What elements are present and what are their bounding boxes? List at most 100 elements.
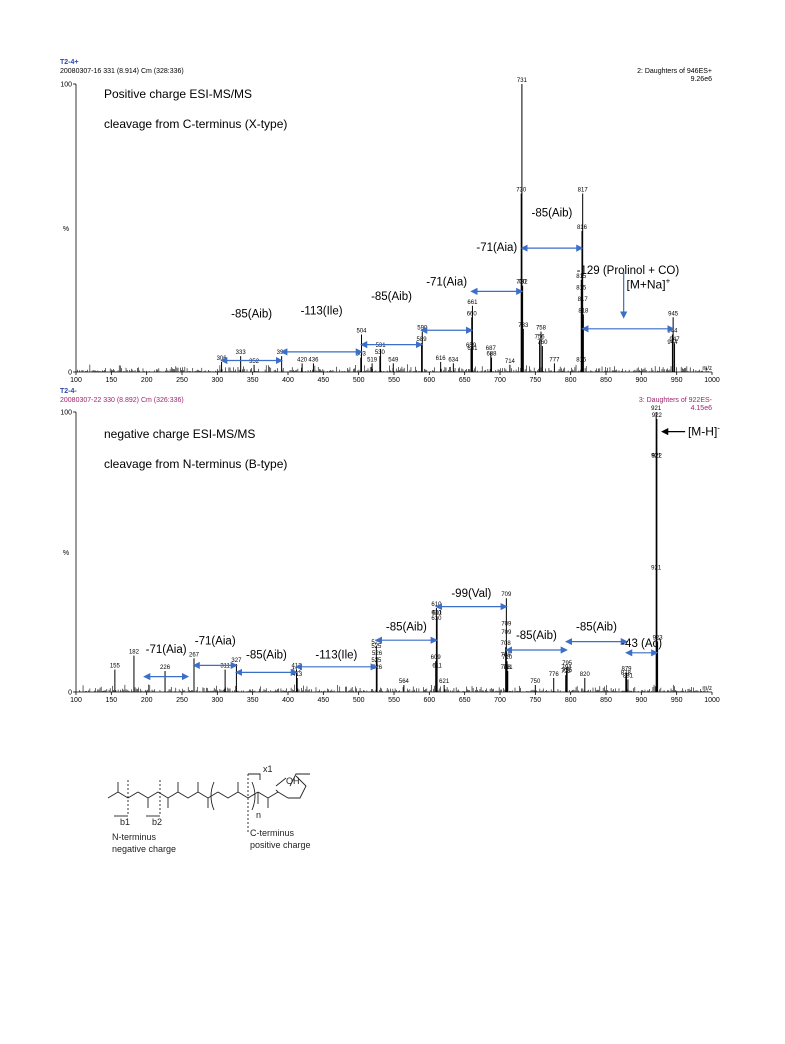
fragment-label: -85(Aib) (386, 621, 427, 633)
fragment-label: -85(Aib) (531, 207, 572, 219)
scan-info: 20080307-16 331 (8.914) Cm (328:336) (60, 68, 184, 75)
peak-label: 760 (537, 340, 548, 346)
y-axis-label: % (63, 226, 69, 233)
fragment-label: -85(Aib) (516, 630, 557, 642)
peak-label: 879 (621, 666, 632, 672)
peak-label: 795 (562, 661, 573, 667)
peak-label: 155 (110, 664, 121, 670)
peak-label: 687 (486, 346, 497, 352)
scan-info: 20080307-22 330 (8.892) Cm (326:336) (60, 397, 184, 404)
x-tick-label: 750 (529, 377, 541, 384)
fragment-label: -129 (Prolinol + CO) (577, 265, 680, 277)
negative-mode-spectrum: T2-4- 20080307-22 330 (8.892) Cm (326:336… (60, 388, 720, 704)
y-tick-label: 100 (60, 410, 72, 417)
precursor-label: [M-H]- (688, 424, 720, 439)
peak-label: 923 (653, 636, 664, 642)
x-tick-label: 150 (105, 377, 117, 384)
x-tick-label: 500 (353, 377, 365, 384)
peak-label: 795 (562, 668, 573, 674)
x-tick-label: 950 (671, 377, 683, 384)
x-tick-label: 300 (211, 697, 223, 704)
peak-label: 549 (388, 357, 399, 363)
peak-label: 333 (236, 350, 247, 356)
peak-label: 945 (668, 311, 679, 317)
y-tick-label: 0 (68, 370, 72, 377)
x-tick-label: 250 (176, 697, 188, 704)
fragment-label: -85(Aib) (576, 621, 617, 633)
peak-label: 750 (530, 679, 541, 685)
peak-label: 733 (518, 323, 529, 329)
x-tick-label: 850 (600, 697, 612, 704)
peak-label: 711 (503, 665, 513, 671)
function-info: 3: Daughters of 922ES- (639, 397, 713, 404)
x-tick-label: 750 (529, 697, 541, 704)
peak-label: 922 (652, 454, 663, 460)
fragment-label: -71(Aia) (146, 644, 187, 656)
x-tick-label: 950 (671, 697, 683, 704)
x-tick-label: 850 (600, 377, 612, 384)
y-axis-label: % (63, 550, 69, 557)
peak-label: 420 (297, 357, 308, 363)
x-tick-label: 1000 (704, 697, 720, 704)
peak-label: 611 (432, 664, 442, 670)
peak-label: 756 (535, 334, 546, 340)
x-tick-label: 200 (141, 697, 153, 704)
peak-label: 817 (578, 187, 589, 193)
x-tick-label: 1000 (704, 377, 720, 384)
peak-label: 504 (356, 329, 367, 335)
x-axis-label: m/z (702, 366, 712, 372)
peak-label: 616 (436, 356, 447, 362)
x-tick-label: 150 (105, 697, 117, 704)
peptide-structure-diagram: x1 OH b1 b2 N-terminus negative charge C… (100, 764, 340, 864)
peak-label: 688 (487, 352, 498, 358)
fragment-label: -85(Aib) (371, 291, 412, 303)
fragment-label: -71(Aia) (426, 277, 467, 289)
peak-label: 818 (578, 308, 589, 314)
fragment-label: -99(Val) (451, 588, 491, 600)
x-tick-label: 400 (282, 697, 294, 704)
x-tick-label: 800 (565, 377, 577, 384)
x-tick-label: 450 (317, 377, 329, 384)
peak-label: 564 (399, 679, 410, 685)
x-tick-label: 500 (353, 697, 365, 704)
x-tick-label: 200 (141, 377, 153, 384)
peak-label: 519 (367, 357, 378, 363)
peak-label: 709 (501, 630, 512, 636)
precursor-label: [M+Na]+ (627, 276, 671, 291)
fragment-label: -85(Aib) (231, 308, 272, 320)
peak-label: 881 (623, 673, 634, 679)
x-tick-label: 650 (459, 697, 471, 704)
peak-label: 661 (467, 300, 478, 306)
b2-label: b2 (152, 817, 163, 827)
peak-label: 621 (439, 679, 450, 685)
oh-label: OH (286, 776, 300, 786)
x-tick-label: 100 (70, 377, 82, 384)
peak-label: 709 (501, 592, 512, 598)
x-tick-label: 400 (282, 377, 294, 384)
fragment-label: -113(Ile) (301, 305, 343, 317)
x-tick-label: 550 (388, 697, 400, 704)
peak-label: 436 (308, 357, 319, 363)
fragment-label: -71(Aia) (195, 635, 236, 647)
x-tick-label: 450 (317, 697, 329, 704)
fragment-label: -71(Aia) (476, 242, 517, 254)
peak-label: 526 (372, 651, 383, 657)
structure-drawing (107, 773, 310, 834)
x-tick-label: 550 (388, 377, 400, 384)
fragment-label: -113(Ile) (315, 649, 357, 661)
intensity-scale: 4.15e6 (691, 405, 713, 412)
peak-label: 352 (249, 359, 260, 365)
x-tick-label: 650 (459, 377, 471, 384)
panel-id: T2-4+ (60, 59, 78, 66)
peak-label: 525 (371, 644, 382, 650)
peak-label: 709 (501, 622, 512, 628)
peak-label: 731 (517, 78, 528, 84)
y-tick-label: 100 (60, 82, 72, 89)
peak-label: 922 (652, 413, 663, 419)
x-tick-label: 600 (423, 697, 435, 704)
peak-label: 776 (549, 672, 560, 678)
fragment-label: -43 (Ac) (621, 638, 662, 650)
peak-label: 610 (431, 610, 442, 616)
peak-label: 817 (578, 297, 589, 303)
